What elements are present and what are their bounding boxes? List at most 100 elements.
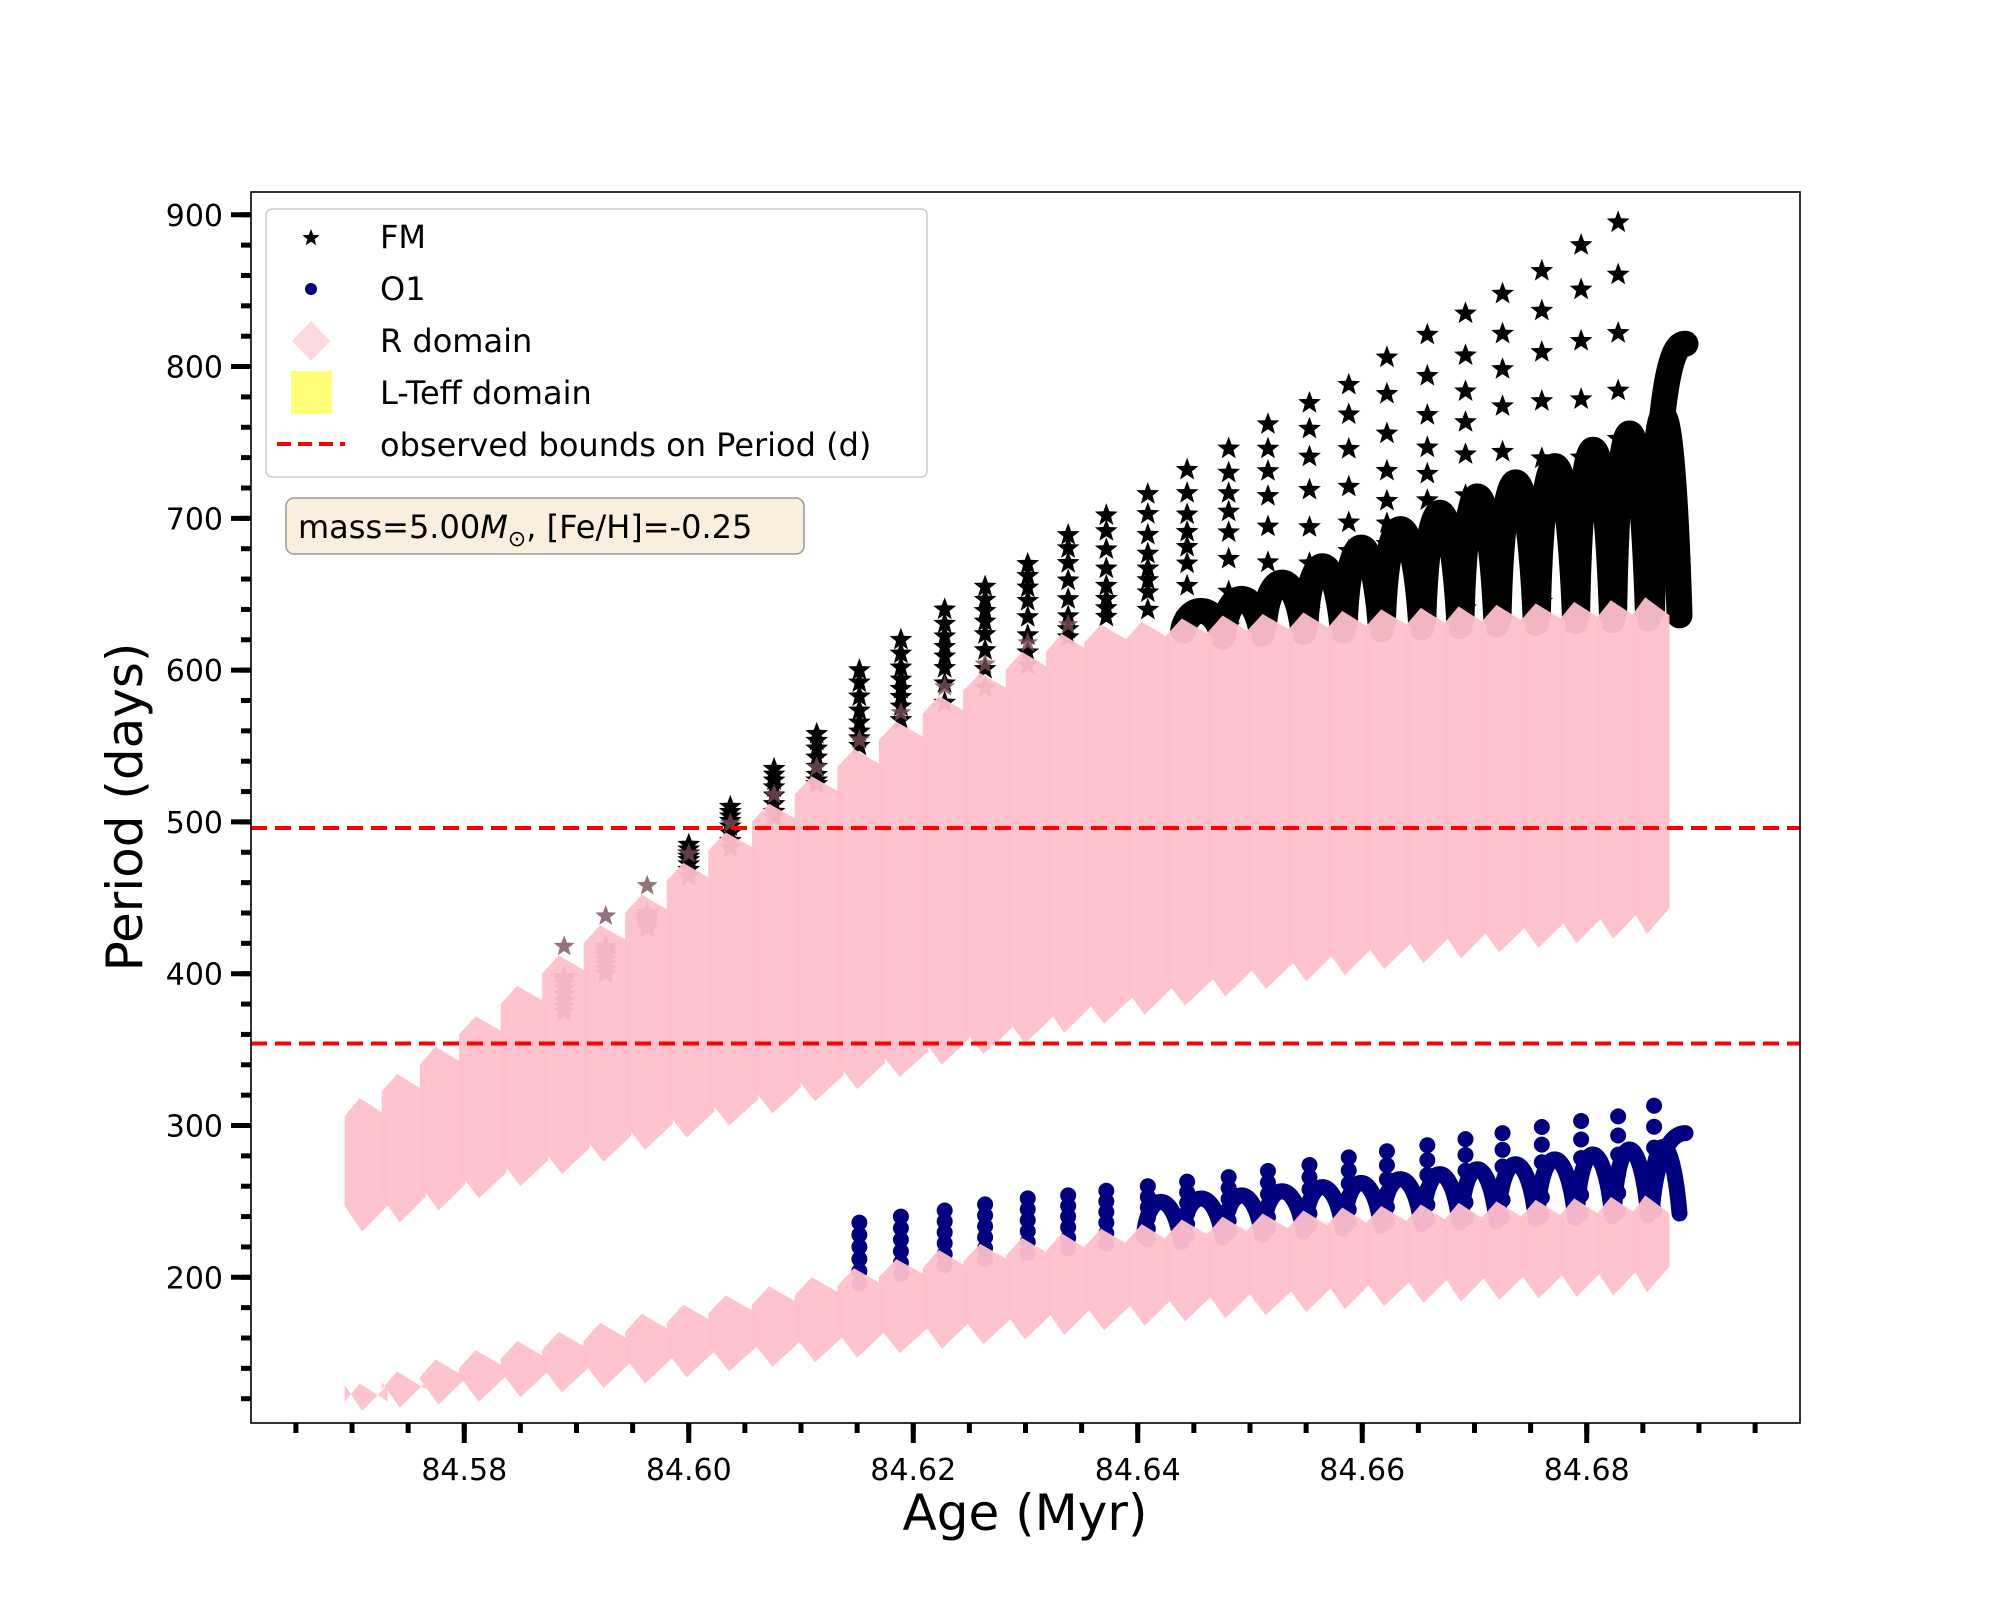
fm-star-marker (1569, 233, 1593, 255)
o1-circle-marker (1340, 1175, 1357, 1192)
o1-circle-marker (892, 1243, 909, 1260)
fm-star-marker (973, 574, 997, 597)
fm-r-domain-pulse (500, 985, 549, 1187)
fm-star-marker (1016, 640, 1040, 662)
o1-circle-marker (1301, 1169, 1318, 1186)
o1-r-domain-pulse (1084, 1228, 1132, 1331)
o1-circle-marker (1533, 1171, 1550, 1188)
fm-star-marker (1606, 462, 1630, 484)
fm-star-marker (1415, 523, 1439, 545)
o1-circle-marker (1378, 1157, 1395, 1174)
o1-circle-marker (1610, 1127, 1627, 1144)
legend-entry-lteff-domain: L-Teff domain (291, 371, 592, 414)
o1-r-domain-pulse (752, 1286, 801, 1367)
fm-star-marker (1136, 556, 1160, 579)
fm-star-marker (1606, 321, 1630, 343)
fm-star-marker (1530, 258, 1554, 281)
legend-entry-r-domain: R domain (292, 321, 532, 361)
fm-star-marker (1094, 503, 1118, 525)
fm-star-marker (1217, 481, 1241, 503)
fm-star-marker (1175, 457, 1199, 480)
o1-r-domain-pulse (878, 1259, 929, 1354)
o1-r-domain-pulse (794, 1277, 844, 1363)
annotation-text: mass=5.00M⊙, [Fe/H]=-0.25 (298, 508, 752, 552)
fm-star-marker (1375, 531, 1399, 554)
o1-circle-marker (1378, 1171, 1395, 1188)
circle-marker-icon (305, 283, 317, 295)
fm-star-marker (1454, 596, 1477, 618)
fm-star-overlap-marker (719, 812, 741, 833)
fm-star-marker (1454, 536, 1477, 558)
fm-r-domain-pulse (1596, 600, 1639, 939)
fm-star-marker (1454, 410, 1477, 432)
o1-r-domain-pulse (459, 1350, 507, 1402)
o1-circle-marker (1533, 1119, 1550, 1136)
fm-star-marker (1375, 511, 1399, 534)
o1-circle-marker (936, 1235, 953, 1252)
fm-r-domain-pulse (1405, 607, 1450, 964)
fm-star-marker (1256, 436, 1280, 459)
fm-star-marker (1337, 372, 1361, 395)
fm-r-domain-pulse (1005, 651, 1053, 1044)
fm-star-marker (933, 611, 957, 634)
fm-star-marker (1056, 568, 1080, 591)
o1-r-domain-pulse (1632, 1195, 1670, 1293)
o1-circle-marker (1259, 1197, 1276, 1214)
fm-r-domain-pulse (1443, 606, 1487, 959)
annotation-mass-symbol: M (480, 508, 508, 546)
fm-r-domain-pulse (459, 1016, 507, 1199)
o1-r-domain-pulse (1519, 1199, 1566, 1299)
fm-r-domain-pulse (542, 955, 590, 1175)
fm-star-marker (1606, 210, 1630, 233)
o1-r-domain-pulse (542, 1331, 590, 1393)
o1-circle-marker (936, 1202, 953, 1219)
fm-r-domain-pulse (1632, 597, 1670, 935)
o1-circle-marker (1533, 1136, 1550, 1153)
o1-r-domain-pulse (344, 1383, 388, 1411)
fm-star-marker (1256, 586, 1280, 609)
o1-circle-marker (1573, 1168, 1590, 1185)
fm-star-marker (1298, 477, 1321, 500)
fm-star-marker (1175, 502, 1199, 525)
star-marker-icon (302, 229, 320, 246)
fm-star-marker (933, 597, 957, 620)
o1-r-domain-pulse (381, 1371, 426, 1408)
o1-circle-marker (892, 1231, 909, 1248)
fm-star-marker (1337, 436, 1361, 459)
fm-star-marker (1530, 340, 1554, 362)
fm-r-domain-pulse (344, 1098, 388, 1232)
fm-star-marker (1094, 537, 1118, 559)
x-tick-label: 84.58 (421, 1453, 507, 1488)
annotation-background (285, 497, 805, 555)
fm-star-overlap-marker (934, 675, 956, 696)
o1-r-domain-pulse (1165, 1219, 1213, 1322)
fm-r-domain-pulse (1046, 633, 1091, 1033)
fm-star-marker (1094, 519, 1118, 541)
o1-circle-marker (1301, 1193, 1318, 1210)
o1-circle-marker (851, 1251, 868, 1268)
fm-star-marker (1136, 522, 1160, 545)
fm-star-marker (1175, 573, 1199, 596)
o1-circle-marker (1019, 1212, 1036, 1229)
legend-label-o1: O1 (380, 270, 426, 308)
fm-r-domain-pulse (625, 894, 673, 1150)
o1-circle-marker (1457, 1178, 1474, 1195)
x-tick-label: 84.64 (1095, 1453, 1181, 1488)
o1-circle-marker (1419, 1137, 1436, 1154)
o1-circle-marker (1573, 1149, 1590, 1166)
o1-circle-marker (1494, 1141, 1511, 1158)
o1-r-domain-pulse (1245, 1213, 1294, 1316)
y-tick-label: 800 (166, 351, 223, 386)
fm-star-overlap-marker (1057, 613, 1079, 634)
fm-star-marker (1415, 435, 1439, 458)
fm-r-domain-pulse (1125, 621, 1172, 1015)
fm-star-marker (848, 658, 871, 680)
annotation-mass: mass=5.00 (298, 508, 480, 546)
legend-label-lteff-domain: L-Teff domain (380, 374, 592, 412)
annotation-feh: , [Fe/H]=-0.25 (526, 508, 752, 546)
o1-circle-marker (936, 1224, 953, 1241)
fm-star-marker (1256, 484, 1280, 506)
x-tick-label: 84.62 (870, 1453, 956, 1488)
fm-star-marker (1256, 514, 1280, 537)
fm-star-marker (1337, 538, 1361, 561)
